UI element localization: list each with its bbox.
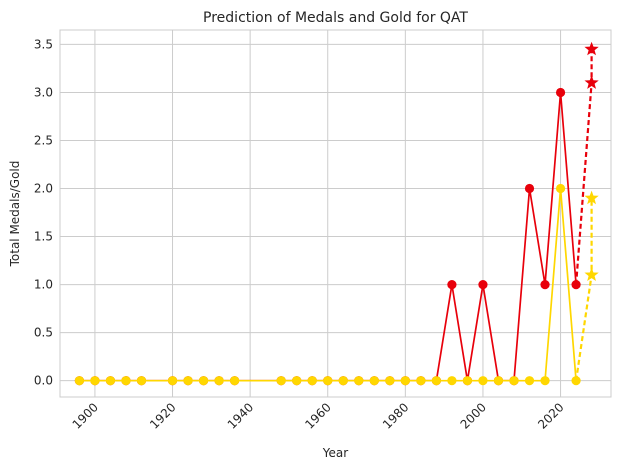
gold-point: [400, 376, 410, 386]
y-tick-label: 2.5: [34, 133, 53, 147]
gold-point: [307, 376, 317, 386]
gold-point: [90, 376, 100, 386]
series-layer: [74, 87, 581, 386]
x-tick-label: 2000: [458, 400, 489, 431]
plot-background: [60, 30, 611, 397]
gold-point: [183, 376, 193, 386]
gold-point: [136, 376, 147, 386]
prediction-layer: [574, 41, 599, 381]
plot-frame: [59, 29, 612, 398]
grid: [60, 30, 611, 397]
gold-point: [276, 376, 286, 386]
medals-point: [555, 87, 566, 98]
x-axis-ticks: 1900 1920 1940 1960 1980 2000 2020: [70, 400, 567, 431]
medals-point: [524, 183, 535, 194]
gold-point: [214, 376, 224, 386]
gold-point: [74, 376, 85, 386]
gold-point: [167, 376, 178, 386]
x-tick-label: 2020: [535, 400, 566, 431]
gold-point: [338, 376, 348, 386]
gold-point: [540, 376, 550, 386]
gold-point: [509, 376, 519, 386]
x-tick-label: 1900: [70, 400, 101, 431]
y-tick-label: 0.5: [34, 326, 53, 340]
chart-title: Prediction of Medals and Gold for QAT: [203, 10, 468, 26]
gold-point: [462, 376, 473, 386]
gold-point: [369, 376, 379, 386]
gold-point: [416, 376, 426, 386]
medals-point: [447, 279, 457, 290]
x-tick-label: 1940: [225, 400, 256, 431]
gold-point: [478, 376, 488, 386]
gold-point: [121, 376, 131, 386]
y-tick-label: 3.0: [34, 85, 53, 99]
y-tick-label: 0.0: [34, 374, 53, 388]
gold-point: [105, 376, 116, 386]
y-tick-label: 1.5: [34, 230, 53, 244]
gold-point: [323, 376, 333, 386]
gold-point: [198, 376, 209, 386]
gold-point: [524, 376, 535, 386]
y-tick-label: 3.5: [34, 37, 53, 51]
y-tick-label: 1.0: [34, 278, 53, 292]
gold-point: [493, 376, 504, 386]
gold-point: [447, 376, 457, 386]
medals-point: [540, 279, 550, 290]
medals-prediction-star: [584, 75, 599, 89]
x-axis-label: Year: [322, 446, 348, 460]
gold-point: [385, 376, 395, 386]
gold-point: [431, 376, 441, 386]
gold-point: [292, 376, 302, 386]
gold-point: [354, 376, 364, 386]
x-tick-label: 1980: [380, 400, 411, 431]
x-tick-label: 1920: [147, 400, 178, 431]
gold-point: [230, 376, 240, 386]
gold-point: [555, 183, 566, 194]
medals-prediction-star: [584, 41, 599, 56]
gold-prediction-star: [584, 267, 599, 282]
y-axis-label: Total Medals/Gold: [8, 161, 22, 268]
y-axis-ticks: 0.0 0.5 1.0 1.5 2.0 2.5 3.0 3.5: [34, 37, 53, 387]
medals-point: [478, 279, 488, 290]
gold-prediction-star: [584, 190, 599, 205]
y-tick-label: 2.0: [34, 182, 53, 196]
x-tick-label: 1960: [302, 400, 333, 431]
